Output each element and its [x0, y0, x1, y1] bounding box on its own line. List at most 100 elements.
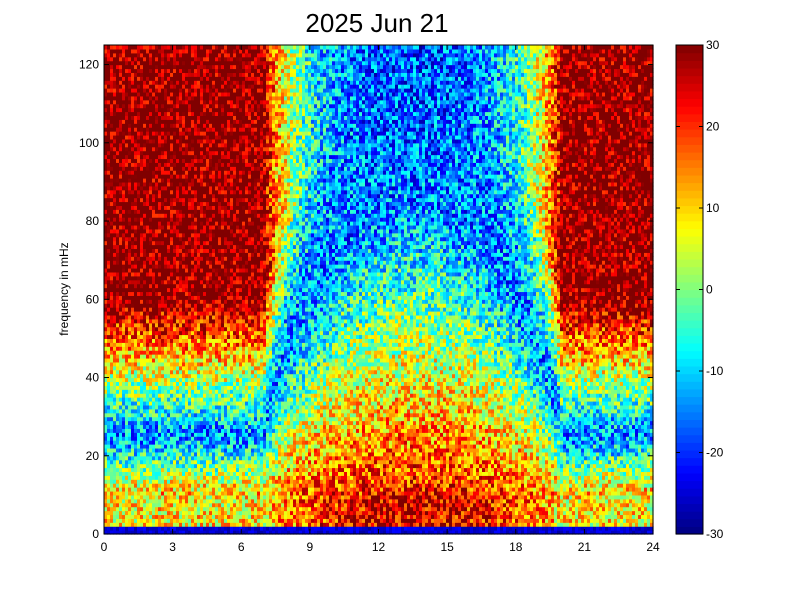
heatmap-cell [155, 201, 159, 206]
heatmap-cell [182, 84, 186, 89]
heatmap-cell [182, 307, 186, 312]
heatmap-cell [170, 377, 174, 383]
heatmap-cell [134, 197, 138, 203]
heatmap-cell [152, 213, 156, 218]
heatmap-cell [116, 185, 120, 191]
heatmap-cell [194, 221, 198, 226]
heatmap-cell [152, 373, 156, 379]
heatmap-cell [116, 471, 120, 476]
heatmap-cell [113, 475, 117, 480]
heatmap-cell [170, 244, 174, 250]
heatmap-cell [164, 502, 168, 508]
heatmap-cell [188, 357, 192, 363]
heatmap-cell [119, 510, 123, 516]
heatmap-cell [200, 56, 204, 62]
heatmap-cell [155, 45, 159, 50]
heatmap-cell [188, 326, 192, 332]
heatmap-cell [116, 162, 120, 167]
heatmap-cell [164, 193, 168, 199]
heatmap-cell [167, 526, 171, 531]
heatmap-cell [125, 72, 129, 77]
heatmap-cell [146, 103, 150, 109]
heatmap-cell [113, 455, 117, 461]
heatmap-cell [158, 127, 162, 132]
heatmap-cell [161, 483, 165, 488]
heatmap-cell [104, 299, 108, 304]
heatmap-cell [197, 52, 201, 58]
heatmap-cell [161, 412, 165, 418]
heatmap-cell [131, 127, 135, 132]
heatmap-cell [146, 48, 150, 54]
heatmap-cell [200, 232, 204, 238]
heatmap-cell [194, 84, 198, 89]
heatmap-cell [152, 260, 156, 265]
heatmap-cell [191, 530, 195, 535]
heatmap-cell [119, 389, 123, 394]
heatmap-cell [188, 174, 192, 179]
heatmap-cell [107, 342, 111, 347]
heatmap-cell [134, 307, 138, 312]
heatmap-cell [179, 467, 183, 473]
heatmap-cell [152, 354, 156, 359]
heatmap-cell [197, 228, 201, 234]
heatmap-cell [125, 267, 129, 273]
heatmap-cell [131, 490, 135, 496]
heatmap-cell [158, 185, 162, 191]
heatmap-cell [170, 271, 174, 277]
heatmap-cell [140, 365, 144, 371]
heatmap-cell [197, 404, 201, 410]
heatmap-cell [185, 354, 189, 359]
heatmap-cell [155, 154, 159, 160]
heatmap-cell [137, 393, 141, 398]
heatmap-cell [164, 451, 168, 457]
heatmap-cell [161, 131, 165, 136]
heatmap-cell [185, 408, 189, 414]
heatmap-cell [158, 48, 162, 54]
heatmap-cell [194, 248, 198, 253]
heatmap-cell [140, 275, 144, 281]
heatmap-cell [134, 236, 138, 242]
heatmap-cell [134, 506, 138, 512]
heatmap-cell [149, 205, 153, 210]
heatmap-cell [146, 76, 150, 81]
heatmap-cell [179, 72, 183, 77]
heatmap-cell [134, 494, 138, 500]
heatmap-cell [191, 279, 195, 285]
heatmap-cell [143, 123, 147, 128]
heatmap-cell [122, 342, 126, 347]
heatmap-cell [104, 154, 108, 160]
heatmap-cell [149, 338, 153, 343]
heatmap-cell [152, 322, 156, 328]
heatmap-cell [191, 526, 195, 531]
heatmap-cell [185, 142, 189, 148]
heatmap-cell [155, 440, 159, 445]
heatmap-cell [131, 303, 135, 308]
heatmap-cell [110, 127, 114, 132]
heatmap-cell [188, 494, 192, 500]
heatmap-cell [191, 72, 195, 77]
heatmap-cell [170, 408, 174, 414]
heatmap-cell [113, 127, 117, 132]
heatmap-cell [143, 88, 147, 93]
heatmap-cell [116, 432, 120, 437]
heatmap-cell [119, 119, 123, 124]
heatmap-cell [119, 502, 123, 508]
heatmap-cell [152, 451, 156, 457]
heatmap-cell [119, 91, 123, 97]
heatmap-cell [164, 267, 168, 273]
heatmap-cell [155, 459, 159, 465]
heatmap-cell [155, 393, 159, 398]
heatmap-cell [191, 502, 195, 508]
heatmap-cell [110, 408, 114, 414]
heatmap-cell [107, 146, 111, 152]
heatmap-cell [182, 479, 186, 484]
heatmap-cell [131, 389, 135, 394]
heatmap-cell [104, 236, 108, 242]
heatmap-cell [122, 91, 126, 97]
heatmap-cell [197, 393, 201, 398]
heatmap-cell [122, 283, 126, 289]
heatmap-cell [116, 451, 120, 457]
heatmap-cell [152, 72, 156, 77]
heatmap-cell [167, 424, 171, 429]
heatmap-cell [194, 334, 198, 339]
